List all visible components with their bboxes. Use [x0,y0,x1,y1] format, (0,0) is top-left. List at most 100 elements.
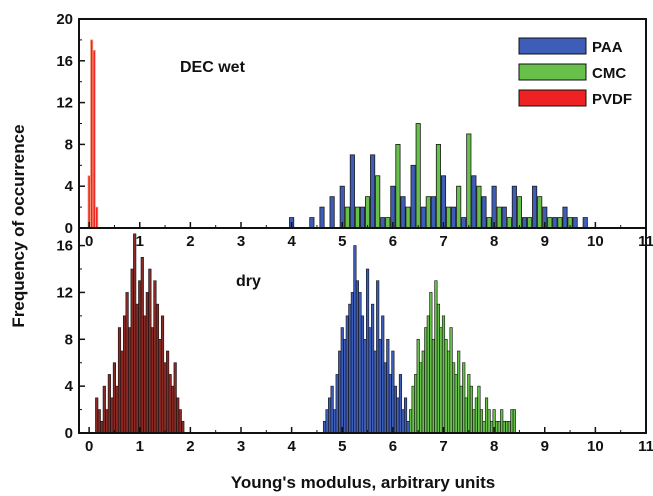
bar-paa-0-13 [430,196,436,229]
bar-cmc-1-13 [441,315,446,434]
bar-pvdf-1-26 [160,315,165,434]
x-tick-label-1-7: 7 [439,438,447,455]
bar-pvdf-1-3 [102,385,106,434]
x-tick-label-0-8: 8 [490,233,498,250]
bar-cmc-1-11 [436,303,441,434]
bar-pvdf-1-6 [110,397,114,434]
bar-cmc-1-15 [446,350,451,434]
bar-pvdf-1-28 [166,350,170,434]
bar-cmc-1-8 [429,292,433,434]
bar-cmc-0-5 [395,143,401,229]
x-tick-label-0-3: 3 [237,233,245,250]
bar-paa-1-11 [350,292,354,434]
bar-cmc-1-2 [414,374,418,434]
bar-pvdf-1-13 [128,327,132,434]
bar-cmc-1-30 [484,397,489,434]
bar-paa-0-3 [329,196,335,229]
bar-cmc-0-9 [435,143,441,229]
y-tick-label-0-5: 20 [56,11,73,28]
bar-paa-1-7 [340,327,344,434]
legend-swatch-pvdf [518,89,587,107]
bar-cmc-0-17 [516,196,522,229]
bar-cmc-0-11 [456,185,462,229]
bar-cmc-1-31 [487,409,491,434]
bar-cmc-1-34 [495,420,499,434]
bar-paa-1-13 [355,280,360,434]
bar-pvdf-1-16 [135,303,139,434]
bar-paa-1-29 [396,397,400,434]
bar-paa-0-27 [572,217,578,229]
bar-cmc-0-4 [385,217,391,229]
bar-cmc-0-15 [496,206,502,229]
bar-paa-1-27 [391,350,395,434]
bar-paa-1-12 [353,245,357,434]
bar-paa-1-9 [345,315,349,434]
bar-pvdf-1-32 [176,397,180,434]
bar-paa-1-2 [328,397,332,434]
bar-cmc-0-12 [466,133,472,229]
bar-cmc-1-25 [472,409,476,434]
x-tick-label-1-10: 10 [587,438,604,455]
bar-cmc-0-8 [425,196,431,229]
bar-cmc-1-36 [500,409,504,434]
y-tick-label-0-3: 12 [56,95,73,112]
bar-pvdf-1-23 [153,280,157,434]
bar-paa-1-10 [348,303,352,434]
bar-paa-0-8 [380,217,386,229]
bar-paa-0-25 [552,217,558,229]
bar-paa-1-18 [368,327,372,434]
bar-pvdf-1-11 [123,315,127,434]
bar-paa-1-0 [322,420,327,434]
bar-paa-1-5 [335,374,339,434]
bar-pvdf-0-2 [92,49,96,229]
bar-paa-0-28 [582,217,588,229]
legend: PAA CMC PVDF [518,37,632,108]
bar-paa-1-28 [393,385,397,434]
bar-pvdf-1-34 [181,420,185,434]
bar-cmc-0-21 [557,217,563,229]
x-tick-label-0-1: 1 [136,233,144,250]
bar-cmc-1-19 [457,350,461,434]
bar-cmc-0-1 [354,206,360,229]
bar-paa-1-1 [325,409,329,434]
bar-paa-0-10 [400,196,406,229]
y-tick-label-1-4: 16 [56,238,73,255]
legend-swatch-cmc [518,63,587,81]
y-tick-label-0-4: 16 [56,53,73,70]
x-tick-label-1-8: 8 [490,438,498,455]
x-tick-label-1-4: 4 [287,438,296,455]
bar-paa-1-21 [376,280,380,434]
bar-pvdf-1-5 [107,374,111,434]
x-tick-label-1-5: 5 [338,438,346,455]
bar-pvdf-1-22 [150,327,154,434]
bar-paa-1-30 [398,374,403,434]
bar-cmc-0-19 [537,196,543,229]
bar-cmc-1-16 [449,327,453,434]
wet-x-axis: 0 1 2 3 4 5 6 7 8 9 10 11 [85,222,653,250]
bar-paa-1-17 [365,268,370,434]
bar-cmc-1-39 [507,420,511,434]
y-axis-title: Frequency of occurrence [9,124,28,327]
bar-paa-0-18 [481,196,487,229]
bar-paa-1-3 [330,385,334,434]
bar-cmc-1-9 [431,338,435,434]
bar-cmc-1-29 [482,420,486,434]
wet-annotation: DEC wet [180,59,246,76]
bar-paa-0-22 [521,217,528,229]
bar-cmc-1-7 [426,315,430,434]
bar-cmc-1-12 [439,327,443,434]
bar-pvdf-1-17 [138,280,142,434]
bar-pvdf-1-12 [125,292,129,434]
bar-paa-0-16 [461,217,467,229]
bar-paa-1-8 [343,338,347,434]
bar-pvdf-1-33 [178,409,182,434]
dry-panel-frame [78,227,647,434]
x-tick-label-1-2: 2 [186,438,194,455]
bar-cmc-0-20 [547,217,553,229]
bar-paa-1-25 [386,338,390,434]
dry-y-axis: 0 4 8 12 16 [56,238,85,442]
bar-cmc-1-21 [462,362,466,434]
bar-pvdf-1-14 [130,268,134,434]
x-tick-label-0-7: 7 [439,233,447,250]
dry-annotation: dry [236,273,261,290]
